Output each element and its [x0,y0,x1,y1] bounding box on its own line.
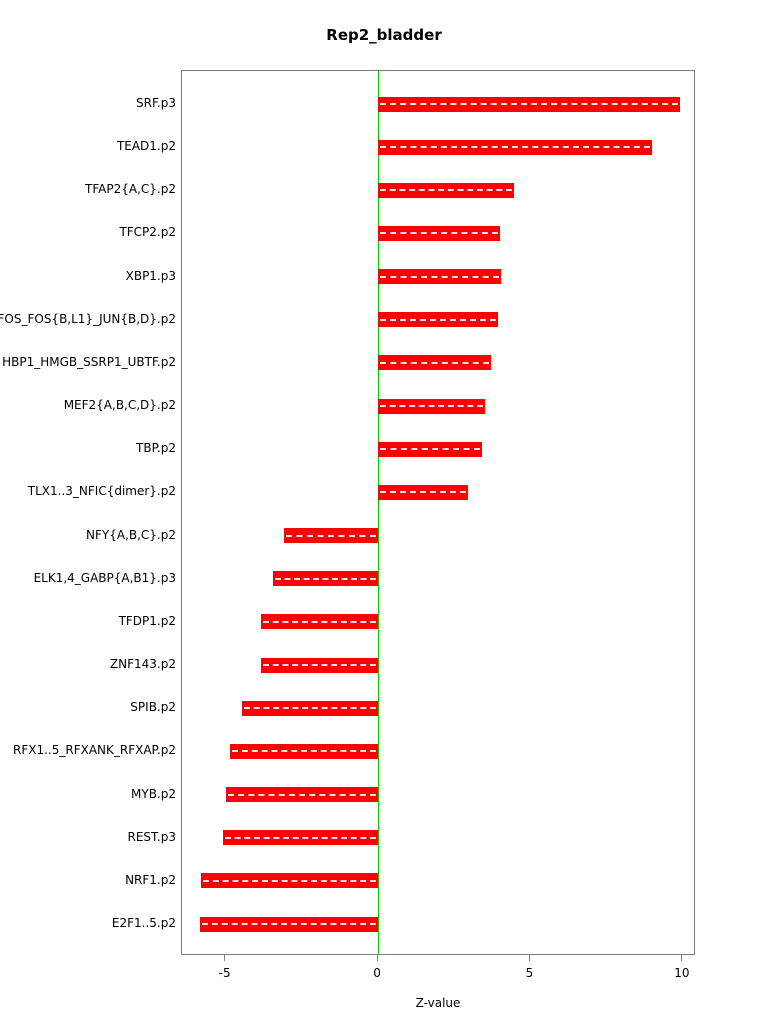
x-tick-label: 10 [674,966,690,980]
y-axis-label: TLX1..3_NFIC{dimer}.p2 [27,484,176,499]
y-axis-label: TEAD1.p2 [116,139,176,154]
bar [378,96,680,112]
y-axis-label: XBP1.p3 [125,268,176,283]
bar [230,743,378,759]
bar [378,355,491,371]
y-axis-label: MYB.p2 [131,786,176,801]
y-axis-label: RFX1..5_RFXANK_RFXAP.p2 [13,743,176,758]
y-axis-label: E2F1..5.p2 [111,916,176,931]
bar [201,873,379,889]
plot-area [181,70,695,955]
y-axis-label: TFCP2.p2 [119,225,176,240]
bar [378,225,500,241]
bar [283,528,379,544]
y-axis-label: REST.p3 [127,829,176,844]
x-tick-label: 5 [525,966,534,980]
bar [378,441,482,457]
y-axis-label: NFY{A,B,C}.p2 [86,527,176,542]
bar [260,657,378,673]
chart-title: Rep2_bladder [326,26,442,44]
y-axis-label: HBP1_HMGB_SSRP1_UBTF.p2 [2,354,176,369]
bar [199,916,379,932]
y-axis-label: ELK1,4_GABP{A,B1}.p3 [33,570,176,585]
y-axis-label: FOS_FOS{B,L1}_JUN{B,D}.p2 [0,311,176,326]
x-tick [376,955,378,961]
x-tick [681,955,683,961]
y-axis-label: TFAP2{A,C}.p2 [85,182,176,197]
bar [378,269,502,285]
y-axis-label: NRF1.p2 [125,872,176,887]
y-axis-label: TBP.p2 [136,441,176,456]
y-axis-label: SRF.p3 [136,96,176,110]
y-axis-label: SPIB.p2 [130,700,176,715]
bar [260,614,378,630]
bar [378,139,653,155]
bar [378,484,468,500]
x-axis-title: Z-value [415,996,461,1010]
bar [378,182,514,198]
y-axis-label: ZNF143.p2 [109,657,176,672]
x-tick-label: 0 [373,966,381,980]
y-axis-label: MEF2{A,B,C,D}.p2 [63,398,176,413]
bar [222,830,378,846]
zero-line [377,71,379,954]
x-tick-label: -5 [218,966,231,980]
bar [242,700,379,716]
bar [378,312,499,328]
bar [378,398,485,414]
bar [272,571,379,587]
x-tick [528,955,530,961]
x-tick [224,955,226,961]
bar [225,787,379,803]
y-axis-label: TFDP1.p2 [118,613,176,628]
